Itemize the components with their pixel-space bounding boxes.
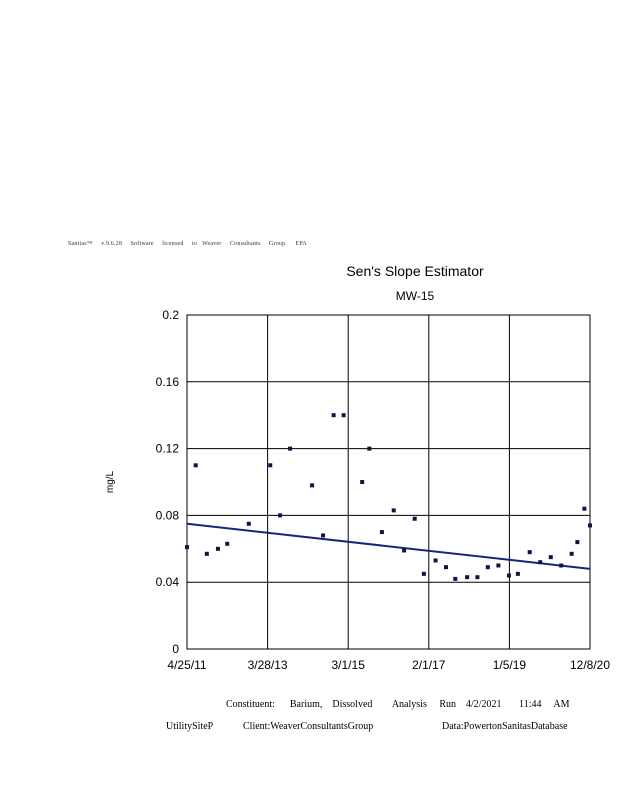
grid-lines xyxy=(186,314,591,650)
data-point xyxy=(412,516,417,521)
y-tick-label: 0.12 xyxy=(156,442,180,456)
y-tick-label: 0 xyxy=(172,642,179,656)
chart-title: Sen's Slope Estimator xyxy=(346,263,484,279)
y-tick-labels: 0 0.04 0.08 0.12 0.16 0.2 xyxy=(156,308,180,656)
data-point xyxy=(433,558,438,563)
data-point xyxy=(548,555,553,560)
x-tick-label: 2/1/17 xyxy=(412,658,446,672)
data-point xyxy=(475,575,480,580)
x-tick-label: 12/8/20 xyxy=(570,658,610,672)
data-point xyxy=(453,576,458,581)
data-point xyxy=(367,446,372,451)
x-tick-label: 4/25/11 xyxy=(167,658,206,672)
x-tick-labels: 4/25/11 3/28/13 3/1/15 2/1/17 1/5/19 12/8/20 xyxy=(167,658,610,672)
plot-frame xyxy=(186,314,591,650)
data-point xyxy=(341,413,346,418)
data-point xyxy=(288,446,293,451)
data-point xyxy=(559,563,564,568)
y-axis-label: mg/L xyxy=(105,470,116,493)
sens-slope-trend-line xyxy=(186,522,591,570)
y-tick-label: 0.16 xyxy=(156,375,180,389)
chart-subtitle: MW-15 xyxy=(395,289,435,303)
data-point xyxy=(193,463,198,468)
data-point xyxy=(538,560,543,565)
data-point xyxy=(310,483,315,488)
license-header: Sanitas™ v.9.6.28 Software licensed to W… xyxy=(68,241,307,247)
data-point xyxy=(506,573,511,578)
data-point xyxy=(496,563,501,568)
data-point xyxy=(402,548,407,553)
data-point xyxy=(185,545,189,550)
data-point xyxy=(360,480,365,484)
data-points xyxy=(185,413,592,581)
y-tick-label: 0.08 xyxy=(156,508,180,522)
x-tick-label: 3/1/15 xyxy=(332,658,366,672)
data-point xyxy=(331,413,336,418)
data-point xyxy=(204,551,209,556)
data-point xyxy=(465,575,470,580)
data-point xyxy=(321,533,326,538)
data-point xyxy=(379,530,384,535)
y-tick-label: 0.2 xyxy=(162,308,179,322)
y-tick-label: 0.04 xyxy=(156,575,180,589)
data-point xyxy=(588,523,592,528)
data-point xyxy=(569,551,574,556)
data-point xyxy=(485,565,490,570)
data-point xyxy=(246,521,251,526)
footer-data: Data:PowertonSanitasDatabase xyxy=(442,721,568,732)
data-point xyxy=(278,513,283,518)
footer-site: UtilitySiteP xyxy=(166,721,214,732)
data-point xyxy=(527,550,532,555)
data-point xyxy=(225,541,230,546)
data-point xyxy=(391,508,396,513)
data-point xyxy=(268,463,273,468)
footer-client: Client:WeaverConsultantsGroup xyxy=(243,721,374,732)
data-point xyxy=(582,506,587,511)
x-tick-label: 3/28/13 xyxy=(248,658,288,672)
data-point xyxy=(515,571,520,576)
trend-line-group xyxy=(186,522,591,570)
data-point xyxy=(215,546,220,551)
data-point xyxy=(443,565,448,570)
data-point xyxy=(575,540,580,545)
x-tick-label: 1/5/19 xyxy=(493,658,527,672)
footer-constituent: Constituent: Barium, Dissolved Analysis … xyxy=(226,699,570,710)
data-point xyxy=(421,571,426,576)
